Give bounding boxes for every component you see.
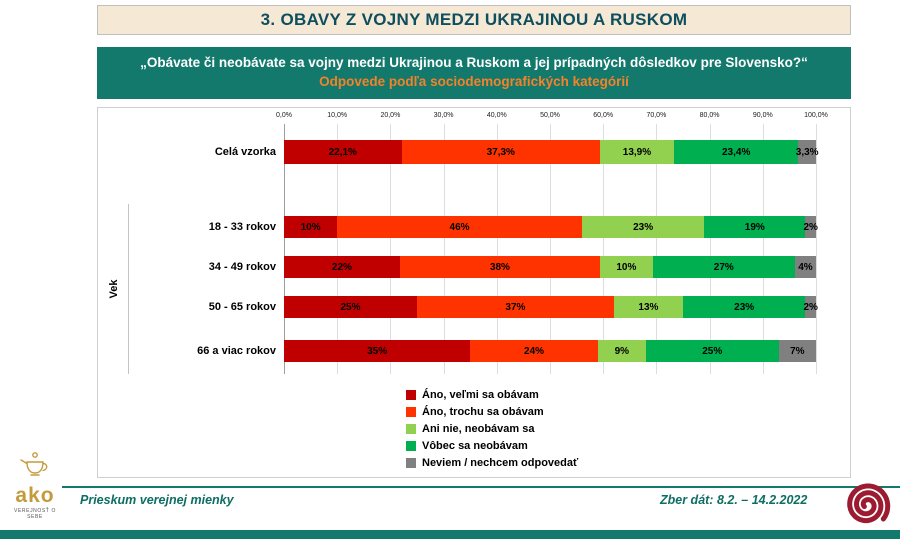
bar-segment: 3,3% <box>796 140 819 164</box>
survey-subtitle: Odpovede podľa sociodemografických kateg… <box>319 74 629 89</box>
chart-legend: Áno, veľmi sa obávam Áno, trochu sa obáva… <box>406 389 578 474</box>
x-axis-tick: 0,0% <box>276 112 292 119</box>
legend-swatch <box>406 390 416 400</box>
slide-title-bar: 3. OBAVY Z VOJNY MEDZI UKRAJINOU A RUSKO… <box>97 5 851 35</box>
bar-segment: 24% <box>470 340 598 362</box>
bar-segment: 23% <box>581 216 705 238</box>
footer-divider <box>62 486 900 488</box>
category-group-line <box>128 204 129 374</box>
x-axis-tick: 10,0% <box>327 112 348 119</box>
question-banner: „Obávate či neobávate sa vojny medzi Ukr… <box>97 47 851 99</box>
spiral-logo <box>843 481 891 529</box>
bar-segment: 22% <box>284 256 400 278</box>
bar-segment: 25% <box>645 340 779 362</box>
legend-item: Neviem / nechcem odpovedať <box>406 457 578 469</box>
bar-segment: 13% <box>613 296 683 318</box>
x-axis-tick: 100,0% <box>804 112 828 119</box>
footer-left-text: Prieskum verejnej mienky <box>80 493 234 507</box>
ako-logo-tagline: VEREJNOSŤ O SEBE <box>14 508 56 520</box>
legend-swatch <box>406 407 416 417</box>
bar-segment: 23% <box>682 296 806 318</box>
ako-logo-text: ako <box>15 484 55 507</box>
lamp-icon <box>20 452 48 476</box>
legend-item: Áno, trochu sa obávam <box>406 406 578 418</box>
legend-label: Vôbec sa neobávam <box>422 440 528 452</box>
x-axis-tick: 90,0% <box>752 112 773 119</box>
footer-right-text: Zber dát: 8.2. – 14.2.2022 <box>660 493 808 507</box>
bar-segment: 35% <box>284 340 471 362</box>
bar-segment: 9% <box>597 340 646 362</box>
category-label: 66 a viac rokov <box>197 345 276 357</box>
gridline <box>709 124 711 374</box>
legend-item: Áno, veľmi sa obávam <box>406 389 578 401</box>
bar-segment: 25% <box>284 296 417 318</box>
bar-row: 25% 37% 13% 23% 2% <box>284 296 818 318</box>
bar-segment: 27% <box>652 256 795 278</box>
gridline <box>816 124 817 374</box>
bar-row: 35% 24% 9% 25% 7% <box>284 340 816 362</box>
x-axis-tick: 80,0% <box>699 112 720 119</box>
bottom-accent-bar <box>0 530 900 539</box>
bar-segment: 37,3% <box>401 140 600 164</box>
bar-segment: 10% <box>284 216 338 238</box>
bar-segment: 4% <box>794 256 816 278</box>
bar-row: 22% 38% 10% 27% 4% <box>284 256 816 278</box>
bar-segment: 38% <box>399 256 601 278</box>
gridline <box>603 124 605 374</box>
bar-segment: 10% <box>600 256 653 278</box>
bar-segment: 23,4% <box>673 140 799 164</box>
bar-segment: 46% <box>337 216 582 238</box>
category-label: 34 - 49 rokov <box>208 261 276 273</box>
x-axis-tick: 50,0% <box>540 112 560 119</box>
bar-segment: 2% <box>803 216 818 238</box>
legend-item: Ani nie, neobávam sa <box>406 423 578 435</box>
chart-area: Vek Áno, veľmi sa obávam Áno, trochu sa o… <box>97 107 851 478</box>
legend-label: Neviem / nechcem odpovedať <box>422 457 579 469</box>
legend-label: Áno, veľmi sa obávam <box>422 389 539 401</box>
legend-swatch <box>406 441 416 451</box>
x-axis-tick: 40,0% <box>486 112 507 119</box>
bar-segment: 13,9% <box>599 140 674 164</box>
gridline <box>550 124 551 374</box>
bar-row: 22,1% 37,3% 13,9% 23,4% 3,3% <box>284 140 819 164</box>
category-label: 50 - 65 rokov <box>208 301 276 313</box>
survey-question: „Obávate či neobávate sa vojny medzi Ukr… <box>140 55 808 70</box>
x-axis-tick: 60,0% <box>593 112 614 119</box>
legend-item: Vôbec sa neobávam <box>406 440 578 452</box>
bar-segment: 37% <box>417 296 614 318</box>
gridline <box>443 124 445 374</box>
legend-label: Ani nie, neobávam sa <box>422 423 535 435</box>
bar-row: 10% 46% 23% 19% 2% <box>284 216 818 238</box>
x-axis-tick: 30,0% <box>433 112 454 119</box>
bar-segment: 2% <box>803 296 818 318</box>
legend-swatch <box>406 424 416 434</box>
gridline <box>656 124 658 374</box>
category-label: 18 - 33 rokov <box>208 221 276 233</box>
gridline <box>284 124 285 374</box>
gridline <box>496 124 498 374</box>
slide-title: 3. OBAVY Z VOJNY MEDZI UKRAJINOU A RUSKO… <box>260 10 688 29</box>
legend-swatch <box>406 458 416 468</box>
ako-logo: ako VEREJNOSŤ O SEBE <box>6 450 64 520</box>
gridline <box>337 124 339 374</box>
bar-segment: 22,1% <box>284 140 402 164</box>
chart-plot: Vek Áno, veľmi sa obávam Áno, trochu sa o… <box>98 108 850 477</box>
category-label: Celá vzorka <box>214 146 276 158</box>
x-axis-tick: 70,0% <box>646 112 667 119</box>
bar-segment: 19% <box>704 216 806 238</box>
gridline <box>762 124 764 374</box>
gridline <box>390 124 392 374</box>
bar-segment: 7% <box>778 340 816 362</box>
x-axis-tick: 20,0% <box>380 112 401 119</box>
legend-label: Áno, trochu sa obávam <box>422 406 544 418</box>
